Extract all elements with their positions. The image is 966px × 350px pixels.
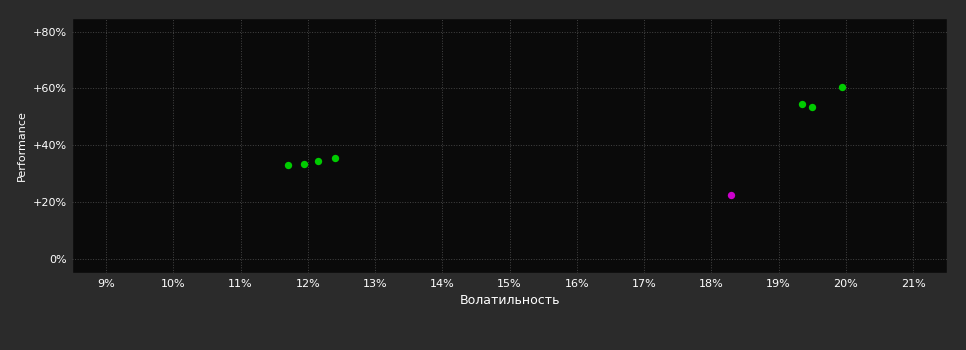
Point bbox=[835, 84, 850, 90]
Point bbox=[327, 155, 343, 161]
Point bbox=[724, 192, 739, 198]
Point bbox=[280, 162, 296, 168]
Y-axis label: Performance: Performance bbox=[17, 110, 27, 181]
Point bbox=[297, 161, 312, 167]
Point bbox=[310, 158, 326, 164]
X-axis label: Волатильность: Волатильность bbox=[459, 294, 560, 307]
Point bbox=[805, 104, 820, 110]
Point bbox=[794, 101, 810, 107]
